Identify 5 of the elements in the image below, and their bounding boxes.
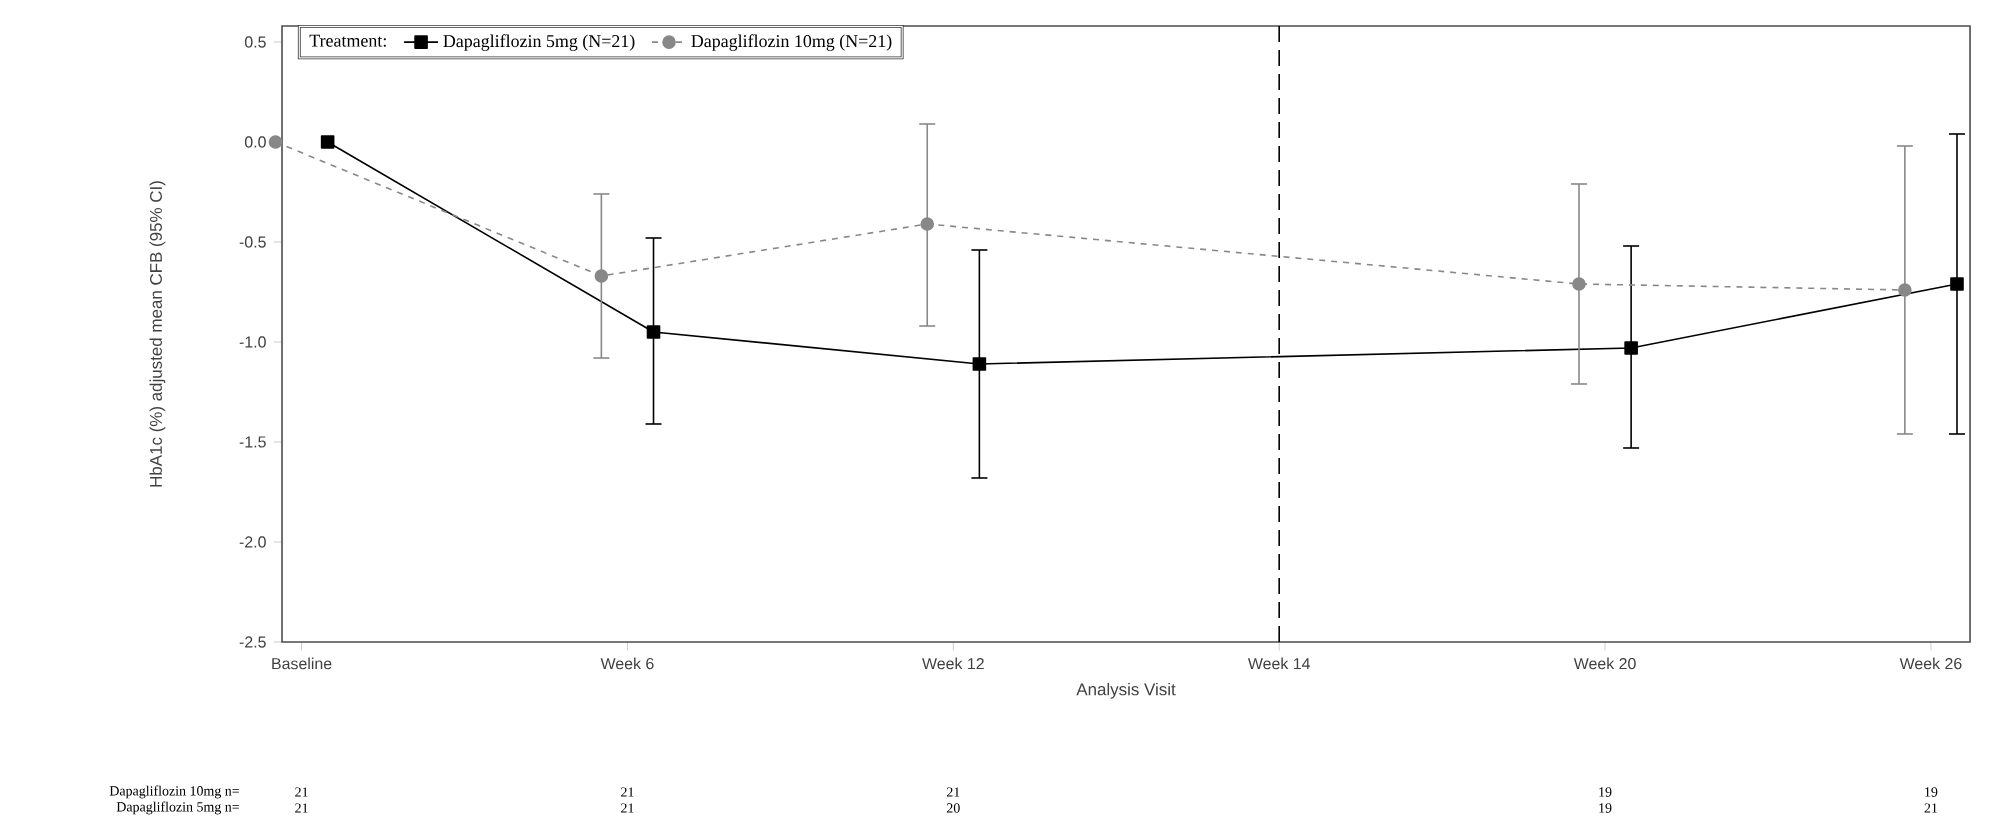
y-axis-title: HbA1c (%) adjusted mean CFB (95% CI) [149,181,166,487]
legend-title: Treatment: [309,34,386,47]
legend-label: Dapagliflozin 5mg (N=21) [443,34,635,51]
legend-label: Dapagliflozin 10mg (N=21) [691,34,892,51]
x-axis-title: Analysis Visit [1076,682,1176,699]
